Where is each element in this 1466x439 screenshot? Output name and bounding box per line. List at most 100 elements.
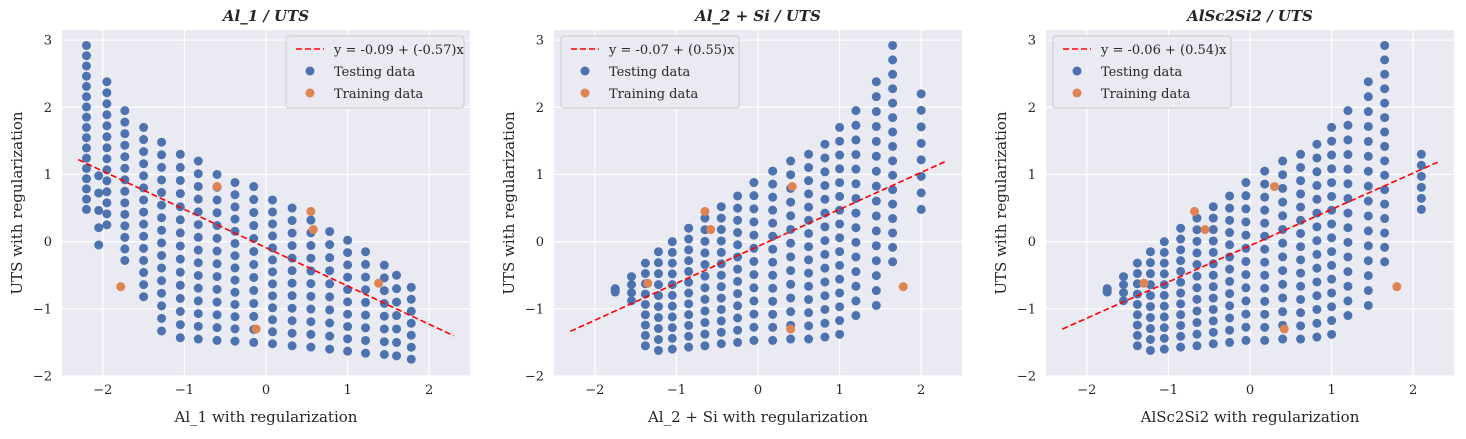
testing-point — [1312, 304, 1322, 314]
testing-point — [768, 205, 778, 215]
testing-point — [1102, 287, 1112, 297]
testing-point — [1260, 296, 1270, 306]
testing-point — [820, 318, 830, 328]
testing-point — [1296, 228, 1306, 238]
testing-point — [81, 153, 91, 163]
testing-point — [1416, 193, 1426, 203]
testing-point — [392, 270, 402, 280]
testing-point — [1416, 160, 1426, 170]
testing-point — [81, 184, 91, 194]
testing-point — [81, 174, 91, 184]
training-point — [306, 206, 316, 216]
testing-point — [871, 271, 881, 281]
testing-point — [640, 320, 650, 330]
testing-point — [1132, 268, 1142, 278]
testing-point — [1296, 268, 1306, 278]
testing-point — [916, 204, 926, 214]
testing-point — [888, 113, 898, 123]
testing-point — [804, 176, 814, 186]
testing-point — [1312, 332, 1322, 342]
testing-point — [1208, 304, 1218, 314]
testing-point — [120, 209, 130, 219]
testing-point — [640, 330, 650, 340]
testing-point — [230, 312, 240, 322]
testing-point — [325, 279, 335, 289]
testing-point — [653, 313, 663, 323]
testing-point — [871, 121, 881, 131]
testing-point — [1208, 259, 1218, 269]
training-points — [1139, 182, 1402, 334]
testing-point — [820, 304, 830, 314]
testing-point — [1241, 204, 1251, 214]
training-point — [786, 324, 796, 334]
testing-point — [1312, 194, 1322, 204]
testing-point — [1241, 322, 1251, 332]
testing-point — [1225, 203, 1235, 213]
testing-point — [1225, 240, 1235, 250]
testing-point — [700, 294, 710, 304]
y-tick-label: −1 — [525, 302, 544, 317]
testing-point — [716, 236, 726, 246]
x-tick-label: 0 — [1246, 383, 1254, 398]
testing-point — [406, 330, 416, 340]
testing-point — [81, 133, 91, 143]
testing-point — [768, 231, 778, 241]
y-tick-label: −2 — [525, 370, 544, 385]
testing-point — [820, 181, 830, 191]
testing-point — [1260, 231, 1270, 241]
training-point — [251, 324, 261, 334]
testing-point — [768, 335, 778, 345]
testing-point — [1176, 223, 1186, 233]
regression-line — [569, 160, 947, 333]
testing-point — [835, 164, 845, 174]
testing-point — [916, 188, 926, 198]
testing-point — [835, 260, 845, 270]
y-axis-label: UTS with regularization — [992, 111, 1010, 295]
testing-point — [175, 280, 185, 290]
testing-point — [287, 203, 297, 213]
testing-point — [230, 202, 240, 212]
testing-point — [325, 266, 335, 276]
testing-point — [684, 331, 694, 341]
testing-point — [1260, 257, 1270, 267]
testing-point — [653, 324, 663, 334]
testing-point — [157, 288, 167, 298]
testing-point — [1380, 257, 1390, 267]
testing-point — [804, 189, 814, 199]
testing-point — [851, 106, 861, 116]
testing-point — [871, 77, 881, 87]
testing-point — [175, 241, 185, 251]
testing-point — [1159, 269, 1169, 279]
testing-point — [1225, 252, 1235, 262]
testing-point — [139, 195, 149, 205]
testing-point — [1327, 233, 1337, 243]
testing-point — [700, 260, 710, 270]
legend-training-marker — [580, 88, 590, 98]
testing-point — [139, 135, 149, 145]
testing-point — [1159, 290, 1169, 300]
testing-point — [1327, 260, 1337, 270]
testing-point — [193, 232, 203, 242]
testing-point — [835, 219, 845, 229]
testing-point — [175, 228, 185, 238]
testing-point — [851, 150, 861, 160]
testing-point — [1208, 339, 1218, 349]
testing-point — [1416, 149, 1426, 159]
testing-point — [1327, 164, 1337, 174]
testing-point — [193, 181, 203, 191]
testing-point — [249, 246, 259, 256]
testing-point — [749, 322, 759, 332]
testing-point — [1192, 294, 1202, 304]
testing-point — [325, 318, 335, 328]
testing-point — [249, 272, 259, 282]
testing-point — [786, 334, 796, 344]
testing-point — [1225, 264, 1235, 274]
testing-point — [888, 98, 898, 108]
testing-point — [1278, 334, 1288, 344]
testing-point — [157, 225, 167, 235]
testing-point — [1343, 237, 1353, 247]
testing-point — [1176, 266, 1186, 276]
testing-point — [733, 289, 743, 299]
